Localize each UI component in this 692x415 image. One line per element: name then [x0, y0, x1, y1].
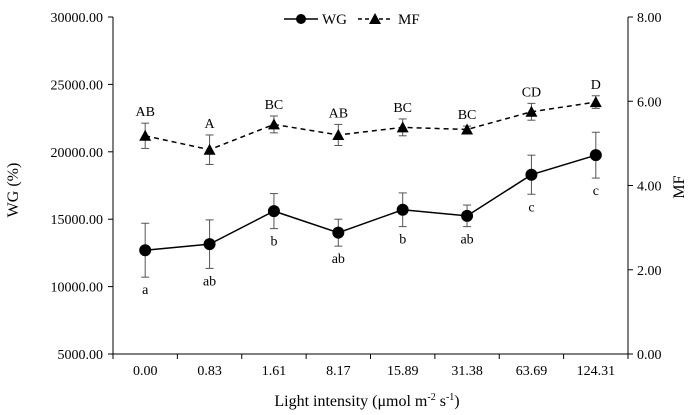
left-tick-label: 20000.00 — [51, 146, 104, 161]
legend-wg-label: WG — [322, 12, 347, 28]
mf-significance-label: AB — [329, 106, 348, 121]
legend-mf-label: MF — [398, 12, 420, 28]
mf-significance-label: AB — [135, 105, 154, 120]
wg-point — [332, 226, 345, 239]
mf-significance-label: CD — [522, 85, 541, 100]
mf-significance-label: BC — [458, 108, 477, 123]
right-tick-label: 0.00 — [637, 348, 662, 363]
mf-significance-label: D — [591, 78, 601, 93]
x-tick-label: 63.69 — [516, 364, 548, 379]
series-mf: AB A BC AB BC BC CD D — [135, 78, 602, 165]
right-tick-label: 6.00 — [637, 95, 662, 110]
mf-point — [525, 105, 538, 117]
mf-point — [203, 143, 216, 155]
x-tick-label: 8.17 — [326, 364, 351, 379]
wg-point — [396, 203, 409, 216]
mf-point — [396, 121, 409, 133]
mf-point — [589, 96, 602, 108]
mf-significance-label: BC — [393, 101, 412, 116]
mf-point — [332, 128, 345, 140]
wg-significance-label: a — [142, 283, 149, 298]
wg-point — [461, 209, 474, 222]
left-tick-label: 30000.00 — [51, 11, 104, 26]
left-y-axis: 5000.00 10000.00 15000.00 20000.00 25000.00 3… — [51, 11, 113, 363]
series-wg: a ab b ab b ab c c — [139, 131, 602, 298]
wg-significance-label: c — [528, 200, 534, 215]
mf-point — [139, 129, 152, 141]
wg-point — [267, 205, 280, 218]
x-axis: 0.00 0.83 1.61 8.17 15.89 31.38 63.69 124.31 — [112, 354, 629, 379]
wg-significance-label: ab — [460, 233, 473, 248]
wg-significance-label: c — [593, 184, 599, 199]
mf-point — [461, 123, 474, 135]
wg-point — [203, 238, 216, 251]
right-tick-label: 4.00 — [637, 180, 662, 195]
wg-line — [145, 154, 597, 251]
left-tick-label: 5000.00 — [58, 348, 104, 363]
left-tick-label: 25000.00 — [51, 78, 104, 93]
y-axis-right-title: MF — [671, 175, 688, 198]
x-tick-label: 31.38 — [451, 364, 483, 379]
legend-wg-marker — [296, 14, 306, 24]
mf-significance-label: A — [205, 117, 216, 132]
wg-point — [525, 168, 538, 181]
plot-frame — [112, 17, 629, 355]
x-axis-title: Light intensity (μmol m-2 s-1) — [274, 392, 459, 410]
legend: WG MF — [284, 12, 420, 28]
wg-point — [589, 149, 602, 162]
left-tick-label: 15000.00 — [51, 213, 104, 228]
right-tick-label: 2.00 — [637, 264, 662, 279]
x-tick-label: 15.89 — [387, 364, 419, 379]
wg-significance-label: ab — [203, 274, 216, 289]
x-tick-label: 124.31 — [577, 364, 616, 379]
mf-significance-label: BC — [265, 98, 284, 113]
wg-point — [139, 244, 152, 257]
right-tick-label: 8.00 — [637, 11, 662, 26]
legend-mf-marker — [369, 13, 381, 24]
wg-significance-label: b — [270, 235, 277, 250]
x-tick-label: 0.00 — [133, 364, 158, 379]
y-axis-left-title: WG (%) — [5, 163, 22, 218]
wg-significance-label: ab — [332, 252, 345, 267]
wg-significance-label: b — [399, 233, 406, 248]
right-y-axis: 0.00 2.00 4.00 6.00 8.00 — [628, 11, 662, 363]
x-tick-label: 1.61 — [262, 364, 287, 379]
mf-point — [267, 118, 280, 130]
left-tick-label: 10000.00 — [51, 281, 104, 296]
x-tick-label: 0.83 — [197, 364, 222, 379]
